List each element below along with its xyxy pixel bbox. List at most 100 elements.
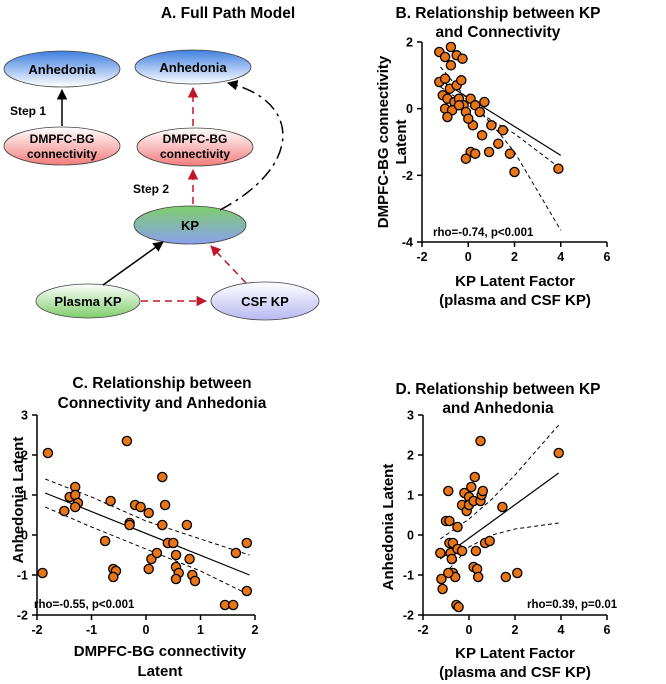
chart-b-ylabel-1: DMPFC-BG connectivity xyxy=(375,55,392,228)
data-point xyxy=(497,501,508,513)
y-tick-label: -2 xyxy=(403,609,414,623)
x-tick-label: 0 xyxy=(465,250,472,264)
data-point xyxy=(442,111,453,123)
y-tick-label: -1 xyxy=(403,569,414,583)
data-point xyxy=(159,499,171,511)
x-tick-label: -2 xyxy=(416,250,427,264)
y-tick-label: 3 xyxy=(21,409,28,423)
chart-b: B. Relationship between KP and Connectiv… xyxy=(375,5,611,309)
data-point xyxy=(476,130,488,141)
chart-d-ylabel: Anhedonia Latent xyxy=(380,464,397,591)
data-point xyxy=(479,96,490,108)
node-anhedonia-right xyxy=(134,49,252,85)
data-point xyxy=(500,571,512,583)
data-point xyxy=(230,547,242,559)
chart-c-title-2: Connectivity and Anhedonia xyxy=(58,395,267,412)
node-dmpfc-left-label-1: DMPFC-BG xyxy=(30,132,95,146)
chart-d-xlabel-2: (plasma and CSF KP) xyxy=(439,664,591,681)
node-kp xyxy=(133,205,247,245)
x-tick-label: 2 xyxy=(512,623,519,637)
y-tick-label: -2 xyxy=(17,609,28,623)
y-tick-label: 0 xyxy=(21,529,28,543)
y-tick-label: -4 xyxy=(402,236,413,250)
data-point xyxy=(143,507,154,519)
data-point xyxy=(439,51,451,63)
x-tick-label: 4 xyxy=(558,623,565,637)
data-point xyxy=(42,447,54,459)
path-model-panel: A. Full Path Model Anhedonia Step 1 DMPF… xyxy=(3,5,320,321)
data-point xyxy=(37,567,48,579)
confidence-band-upper xyxy=(45,478,250,556)
data-point xyxy=(105,495,116,507)
data-point xyxy=(170,549,182,561)
data-point xyxy=(69,501,81,513)
data-point xyxy=(472,571,484,583)
data-point xyxy=(469,148,481,159)
chart-c-ylabel: Anhedonia Latent xyxy=(10,437,27,564)
data-point xyxy=(108,571,119,583)
node-anhedonia-left xyxy=(3,50,121,88)
step2-label: Step 2 xyxy=(133,182,169,196)
data-point xyxy=(444,515,455,527)
y-tick-label: 0 xyxy=(406,102,413,116)
chart-d-title-2: and Anhedonia xyxy=(442,400,554,417)
data-point xyxy=(463,113,474,124)
data-point xyxy=(436,573,447,585)
chart-c: C. Relationship between Connectivity and… xyxy=(10,375,267,680)
data-point xyxy=(457,53,468,64)
y-tick-label: 1 xyxy=(21,489,28,503)
y-tick-label: 2 xyxy=(21,449,28,463)
y-tick-label: 1 xyxy=(407,489,414,503)
chart-c-plot: -2 -1 0 1 2 3 -2 -1 0 1 2 xyxy=(17,409,259,638)
data-point xyxy=(553,447,564,459)
data-point xyxy=(469,471,481,483)
node-dmpfc-left xyxy=(3,126,121,166)
data-point xyxy=(443,485,454,497)
node-dmpfc-right-label-2: connectivity xyxy=(160,147,230,161)
node-dmpfc-right xyxy=(136,127,254,167)
data-point xyxy=(452,521,463,533)
node-csf-kp-label: CSF KP xyxy=(241,294,289,309)
chart-b-annotation: rho=-0.74, p<0.001 xyxy=(433,227,534,239)
data-point xyxy=(189,575,201,587)
data-point xyxy=(446,553,458,565)
x-tick-label: 6 xyxy=(604,250,611,264)
chart-b-title-1: B. Relationship between KP xyxy=(396,5,601,22)
data-point xyxy=(456,75,467,86)
data-point xyxy=(509,166,520,178)
chart-c-title-1: C. Relationship between xyxy=(72,375,251,392)
y-tick-label: -2 xyxy=(402,169,413,183)
x-tick-label: -1 xyxy=(86,623,97,637)
node-kp-label: KP xyxy=(181,218,199,233)
data-point xyxy=(157,471,168,483)
data-point xyxy=(443,567,454,579)
chart-d-axes xyxy=(422,415,607,616)
data-point xyxy=(483,146,495,158)
data-point xyxy=(124,519,135,531)
arrow-csf-to-kp xyxy=(210,245,247,284)
data-point xyxy=(151,547,163,559)
data-point xyxy=(121,435,133,447)
data-point xyxy=(484,535,495,547)
data-point xyxy=(466,481,477,493)
data-point xyxy=(168,537,179,549)
data-point xyxy=(241,585,253,597)
chart-d: D. Relationship between KP and Anhedonia… xyxy=(380,381,618,681)
arrow-kp-to-anhedonia xyxy=(219,80,284,211)
data-point xyxy=(453,100,465,111)
x-tick-label: 1 xyxy=(197,623,204,637)
data-point xyxy=(437,583,448,595)
data-point xyxy=(184,553,195,565)
data-point xyxy=(470,545,482,557)
chart-d-title-1: D. Relationship between KP xyxy=(396,381,601,398)
data-point xyxy=(157,519,168,531)
step1-label: Step 1 xyxy=(10,104,46,118)
data-point xyxy=(435,547,446,559)
y-tick-label: -1 xyxy=(17,569,28,583)
x-tick-label: -2 xyxy=(31,623,42,637)
chart-b-xlabel-2: (plasma and CSF KP) xyxy=(439,292,591,309)
data-point xyxy=(475,435,486,447)
chart-b-title-2: and Connectivity xyxy=(436,24,561,41)
data-point xyxy=(493,138,504,149)
